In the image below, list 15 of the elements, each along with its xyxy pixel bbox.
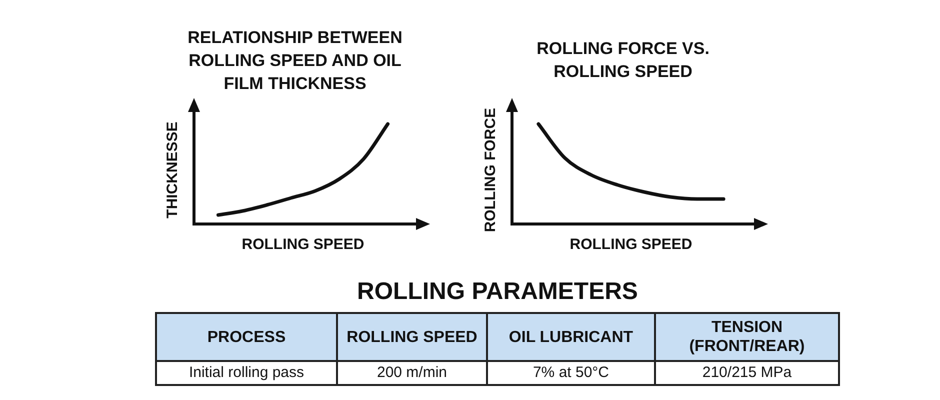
chart-title: ROLLING FORCE VS. ROLLING SPEED: [536, 38, 710, 83]
x-axis-title: ROLLING SPEED: [570, 236, 692, 254]
text: 210/215 MPa: [655, 361, 839, 385]
y-axis-title: THICKNESSE: [164, 122, 182, 218]
text: 200 m/min: [337, 361, 487, 385]
text: TENSION (FRONT/REAR): [655, 313, 839, 361]
y-axis-title: ROLLING FORCE: [482, 108, 500, 232]
text: Initial rolling pass: [156, 361, 337, 385]
text: 7% at 50°C: [487, 361, 655, 385]
text: ROLLING PARAMETERS: [356, 278, 639, 306]
chart-title: RELATIONSHIP BETWEEN ROLLING SPEED AND OIL FILM THICKNESS: [186, 26, 404, 94]
text: PROCESS: [156, 313, 337, 361]
text: OIL LUBRICANT: [487, 313, 655, 361]
text: ROLLING SPEED: [337, 313, 487, 361]
x-axis-title: ROLLING SPEED: [242, 236, 364, 254]
